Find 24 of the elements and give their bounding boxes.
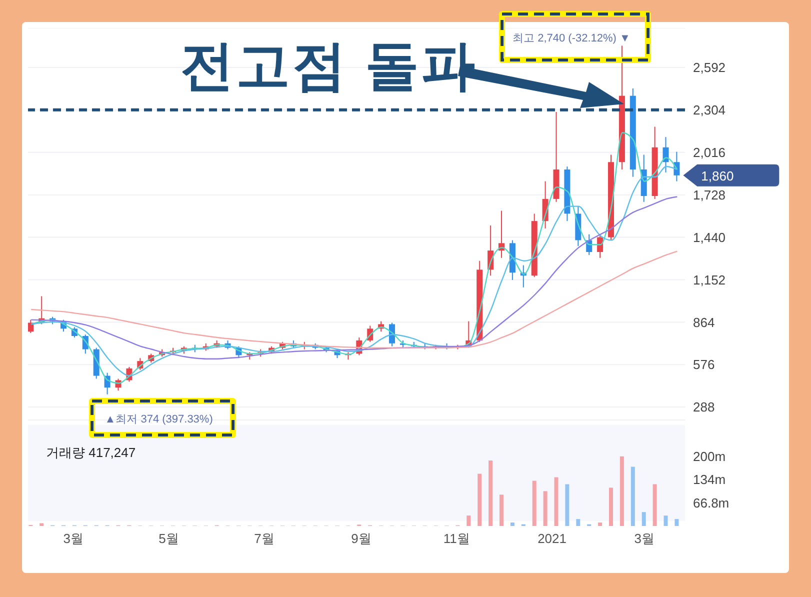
- chart-title: 전고점 돌파: [180, 35, 478, 98]
- y-tick-label: 2,304: [693, 102, 726, 118]
- y-tick-label: 134m: [693, 472, 726, 487]
- x-tick-label: 11월: [443, 531, 470, 546]
- y-tick-label: 1,728: [693, 187, 726, 202]
- y-tick-label: 288: [693, 400, 715, 415]
- y-tick-label: 576: [693, 357, 715, 372]
- x-tick-label: 7월: [254, 531, 274, 546]
- x-tick-label: 2021: [538, 531, 566, 546]
- x-tick-label: 3월: [634, 531, 654, 546]
- annotation: 거래량 417,247: [46, 444, 136, 462]
- x-tick-label: 9월: [351, 531, 372, 546]
- y-tick-label: 1,152: [693, 272, 726, 288]
- y-tick-label: 2,592: [693, 60, 726, 76]
- y-tick-label: 1,440: [693, 230, 726, 245]
- annotation: 1,860: [701, 168, 734, 184]
- y-tick-label: 66.8m: [693, 495, 730, 510]
- y-tick-label: 2,016: [693, 144, 726, 160]
- x-tick-label: 5월: [158, 531, 179, 546]
- x-tick-label: 3월: [63, 531, 84, 546]
- annotation: ▲최저 374 (397.33%): [104, 413, 213, 426]
- y-tick-label: 864: [693, 314, 715, 330]
- annotation: 최고 2,740 (-32.12%) ▼: [512, 32, 630, 45]
- y-tick-label: 200m: [693, 448, 726, 464]
